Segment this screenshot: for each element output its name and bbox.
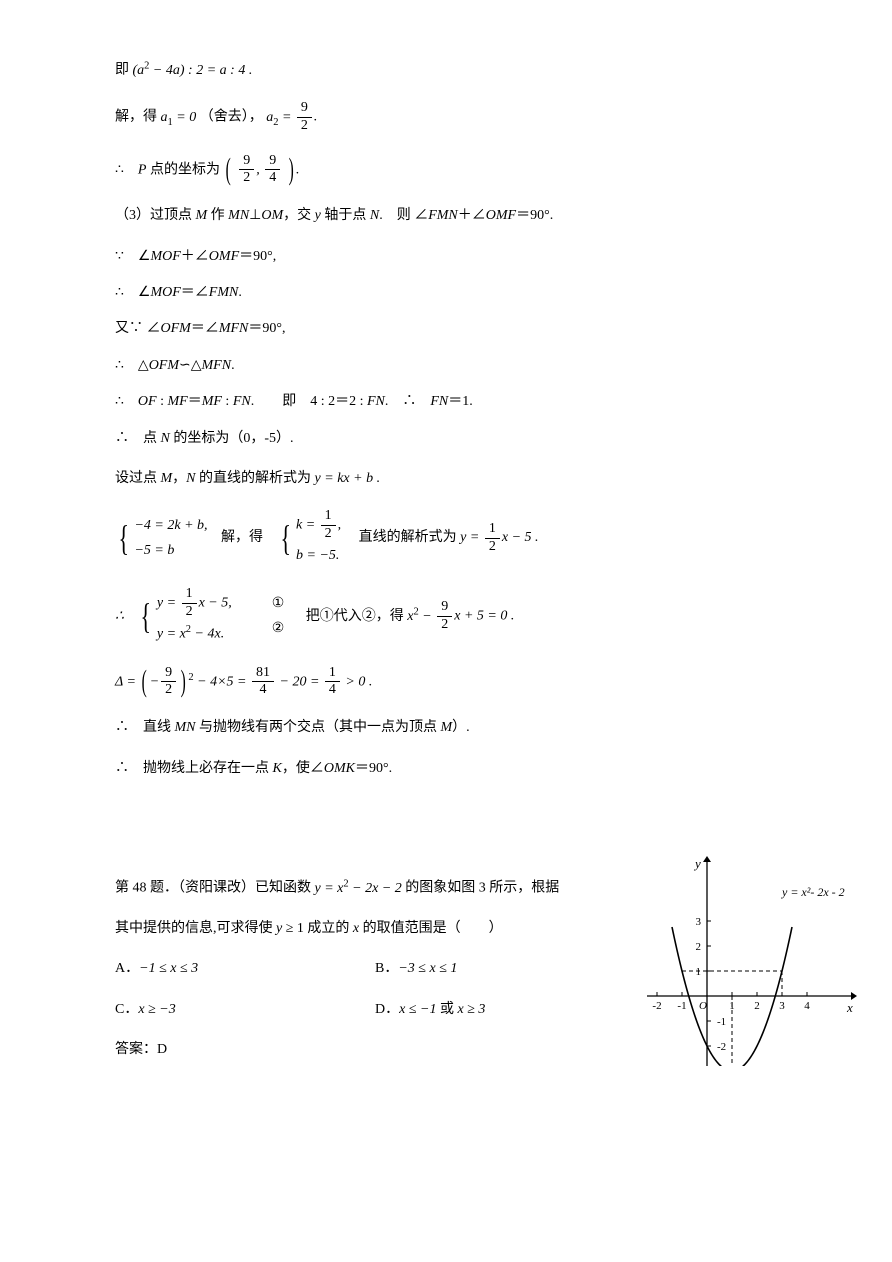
math-ratio: (a2 − 4a) : 2 = a : 4 . <box>133 63 253 78</box>
text: 解，得 <box>115 110 157 125</box>
text2: 的图象如图 3 所示，根据 <box>405 881 559 896</box>
step-3-intro: （3）过顶点 M 作 MN⊥OM，交 y 轴于点 N. 则 ∠FMN＋∠OMF＝… <box>115 205 777 227</box>
step-therefore-1: ∴ ∠MOF＝∠FMN. <box>115 282 777 304</box>
a1: a1 = 0 <box>161 110 197 125</box>
step-similar: ∴ △OFM∽△MFN. <box>115 355 777 377</box>
sub-text: 把①代入②，得 <box>306 609 404 624</box>
q48-options-row1: A．−1 ≤ x ≤ 3 B．−3 ≤ x ≤ 1 <box>115 958 777 980</box>
mid-text: 解，得 <box>221 530 263 545</box>
option-c: C．x ≥ −3 <box>115 999 375 1021</box>
step-point-n: ∴ 点 N 的坐标为（0，-5）. <box>115 428 777 450</box>
q48-options-row2: C．x ≥ −3 D．x ≤ −1 或 x ≥ 3 <box>115 999 777 1021</box>
sys2: { k = 12, b = −5. <box>277 508 342 568</box>
a2-lhs: a2 = <box>266 110 295 125</box>
option-a: A．−1 ≤ x ≤ 3 <box>115 958 375 980</box>
step-because-1: ∵ ∠MOF＋∠OMF＝90°, <box>115 246 777 268</box>
option-b: B．−3 ≤ x ≤ 1 <box>375 958 457 980</box>
svg-text:y = x²- 2x - 2: y = x²- 2x - 2 <box>781 885 845 899</box>
text: 第 48 题．（资阳课改）已知函数 <box>115 881 311 896</box>
text: ∴ P 点的坐标为 <box>115 162 220 177</box>
svg-text:x: x <box>846 1000 853 1015</box>
step-because-2: 又∵ ∠OFM＝∠MFN＝90°, <box>115 318 777 340</box>
svg-text:y: y <box>693 856 701 871</box>
period: . <box>314 110 318 125</box>
step-ratio-2: ∴ OF : MF＝MF : FN. 即 4 : 2＝2 : FN. ∴ FN＝… <box>115 391 777 413</box>
eq: y = kx + b . <box>315 471 381 486</box>
option-d: D．x ≤ −1 或 x ≥ 3 <box>375 999 485 1021</box>
step-exists-k: ∴ 抛物线上必存在一点 K，使∠OMK＝90°. <box>115 758 777 780</box>
text: 设过点 M，N 的直线的解析式为 <box>115 471 315 486</box>
step-two-intersections: ∴ 直线 MN 与抛物线有两个交点（其中一点为顶点 M）. <box>115 717 777 739</box>
text: 即 <box>115 63 129 78</box>
step-point-p: ∴ P 点的坐标为 ( 92, 94 ). <box>115 153 777 188</box>
step-system-1: { −4 = 2k + b, −5 = b 解，得 { k = 12, b = … <box>115 508 777 568</box>
text: （3）过顶点 M 作 MN⊥OM，交 y 轴于点 N. 则 ∠FMN＋∠OMF＝… <box>115 208 553 223</box>
line-eq: y = <box>460 530 483 545</box>
svg-text:2: 2 <box>696 941 702 953</box>
step-solve-a: 解，得 a1 = 0 （舍去）， a2 = 92. <box>115 100 777 135</box>
question-48: -2-11234-3-2-1123Oyxy = x²- 2x - 2 第 48 … <box>115 876 777 1062</box>
step-line-setup: 设过点 M，N 的直线的解析式为 y = kx + b . <box>115 468 777 490</box>
quad: x2 − <box>407 609 435 624</box>
func: y = x2 − 2x − 2 <box>315 881 402 896</box>
step-system-3: ∴ { y = 12x − 5, y = x2 − 4x. ① ② 把①代入②，… <box>115 586 777 646</box>
svg-text:3: 3 <box>779 1000 785 1012</box>
text: 其中提供的信息,可求得使 y ≥ 1 成立的 x 的取值范围是（ ） <box>115 921 503 936</box>
q48-stem-2: 其中提供的信息,可求得使 y ≥ 1 成立的 x 的取值范围是（ ） <box>115 918 777 940</box>
tail-text: 直线的解析式为 <box>359 530 457 545</box>
svg-text:4: 4 <box>804 1000 810 1012</box>
q48-stem-1: 第 48 题．（资阳课改）已知函数 y = x2 − 2x − 2 的图象如图 … <box>115 876 777 900</box>
a2-frac: 92 <box>297 100 312 135</box>
q48-answer: 答案：D <box>115 1039 777 1061</box>
therefore: ∴ <box>115 609 124 624</box>
step-ratio: 即 (a2 − 4a) : 2 = a : 4 . <box>115 58 777 82</box>
sys3: { y = 12x − 5, y = x2 − 4x. ① ② <box>137 586 284 646</box>
step-discriminant: Δ = (−92)2 − 4×5 = 814 − 20 = 14 > 0 . <box>115 665 777 700</box>
delta: Δ = <box>115 674 139 689</box>
sys1: { −4 = 2k + b, −5 = b <box>115 513 208 563</box>
discard: （舍去）， <box>200 110 263 125</box>
